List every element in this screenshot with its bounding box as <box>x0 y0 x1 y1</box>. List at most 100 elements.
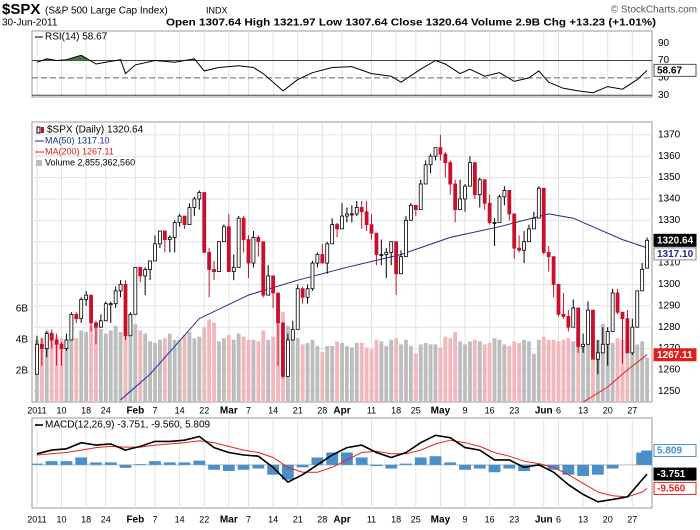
volume-bar <box>566 338 571 402</box>
volume-bar <box>103 333 108 402</box>
moving-average <box>120 213 648 401</box>
histogram-bar <box>355 457 368 465</box>
exchange: INDX <box>206 5 228 15</box>
volume-bar <box>207 319 212 402</box>
histogram-bar <box>134 464 147 465</box>
candle-body <box>620 311 625 320</box>
candle-body <box>556 284 561 315</box>
candle-body <box>330 224 335 245</box>
value-box-label: 1317.10 <box>657 249 694 260</box>
candle-body <box>458 198 462 211</box>
volume-bar <box>379 341 384 402</box>
x-tick-label: Jun <box>535 515 553 526</box>
volume-bar <box>84 332 89 402</box>
candle-body <box>610 292 615 332</box>
candle-body <box>39 343 44 349</box>
candle-body <box>527 228 531 243</box>
volume-bar <box>153 342 157 402</box>
candle-body <box>566 316 571 328</box>
candle-body <box>187 207 192 225</box>
volume-bar <box>79 330 84 402</box>
volume-bar <box>325 346 330 402</box>
candle-body <box>207 251 212 270</box>
value-box <box>653 247 697 261</box>
volume-bar <box>89 325 93 402</box>
x-tick-label: 23 <box>509 514 519 524</box>
x-tick-label: Mar <box>220 515 238 526</box>
panel-title: RSI(14) 58.67 <box>45 32 108 43</box>
x-tick-label: 7 <box>153 405 158 415</box>
volume-bar <box>527 341 531 402</box>
candle-body <box>113 290 118 305</box>
candle-body <box>89 294 93 324</box>
candle-body <box>482 179 487 204</box>
candle-body <box>143 269 148 277</box>
volume-bar <box>133 324 138 402</box>
candle-body <box>231 266 236 273</box>
candle-body <box>453 183 458 211</box>
histogram-bar <box>400 463 412 465</box>
candle-body <box>408 204 413 221</box>
x-tick-label: 9 <box>463 514 468 524</box>
legend-label: MA(200) 1267.11 <box>45 146 114 156</box>
candle-body <box>162 230 167 240</box>
volume-bar <box>531 353 536 402</box>
candle-body <box>463 185 467 200</box>
histogram-bar <box>222 464 235 472</box>
candle-body <box>256 237 261 243</box>
candle-body <box>423 164 428 185</box>
candle-body <box>246 239 251 264</box>
volume-bar <box>472 339 477 402</box>
x-tick-label: 20 <box>603 405 613 415</box>
volume-bar <box>374 339 379 402</box>
y-tick-label: 1250 <box>658 386 681 397</box>
volume-bar <box>517 342 522 402</box>
candle-body <box>54 339 59 345</box>
volume-bar <box>645 357 649 402</box>
volume-bar <box>615 338 620 402</box>
volume-bar <box>118 332 123 402</box>
volume-bar <box>54 336 59 402</box>
volume-bar <box>413 353 418 402</box>
histogram-bar <box>252 464 265 469</box>
candle-body <box>472 162 477 196</box>
value-box <box>653 467 697 481</box>
candle-body <box>325 243 330 264</box>
histogram-bar <box>45 461 58 465</box>
x-tick-label: 24 <box>101 514 111 524</box>
histogram-bar <box>562 464 575 475</box>
y-tick-label: 1310 <box>658 258 681 269</box>
candle-body <box>217 241 221 273</box>
volume-bar <box>591 333 595 402</box>
candle-body <box>148 260 152 270</box>
candle-body <box>571 307 576 328</box>
volume-bar <box>497 339 502 402</box>
histogram-bar <box>90 462 102 465</box>
volume-bar <box>330 346 335 402</box>
volume-bar <box>354 342 359 402</box>
volume-bar <box>448 338 453 402</box>
volume-bar <box>556 341 561 402</box>
volume-bar <box>266 339 271 402</box>
candle-body <box>59 343 64 349</box>
x-tick-label: 10 <box>57 514 67 524</box>
volume-bar <box>546 339 551 402</box>
legend-swatch <box>36 126 41 134</box>
candle-body <box>167 237 172 240</box>
candle-body <box>295 288 300 330</box>
macd-line <box>36 434 648 503</box>
volume-bar <box>98 328 103 402</box>
histogram-bar <box>473 464 486 469</box>
candle-body <box>551 256 556 285</box>
x-tick-label: 28 <box>317 514 327 524</box>
volume-bar <box>630 332 635 402</box>
rsi-line <box>36 54 648 94</box>
volume-bar <box>138 330 143 402</box>
security-name: (S&P 500 Large Cap Index) <box>45 6 168 17</box>
candle-body <box>404 219 408 258</box>
y-tick-label: 1360 <box>658 151 681 162</box>
candle-body <box>591 309 595 360</box>
volume-bar <box>477 341 482 402</box>
volume-bar <box>261 330 266 402</box>
candle-body <box>241 217 246 240</box>
